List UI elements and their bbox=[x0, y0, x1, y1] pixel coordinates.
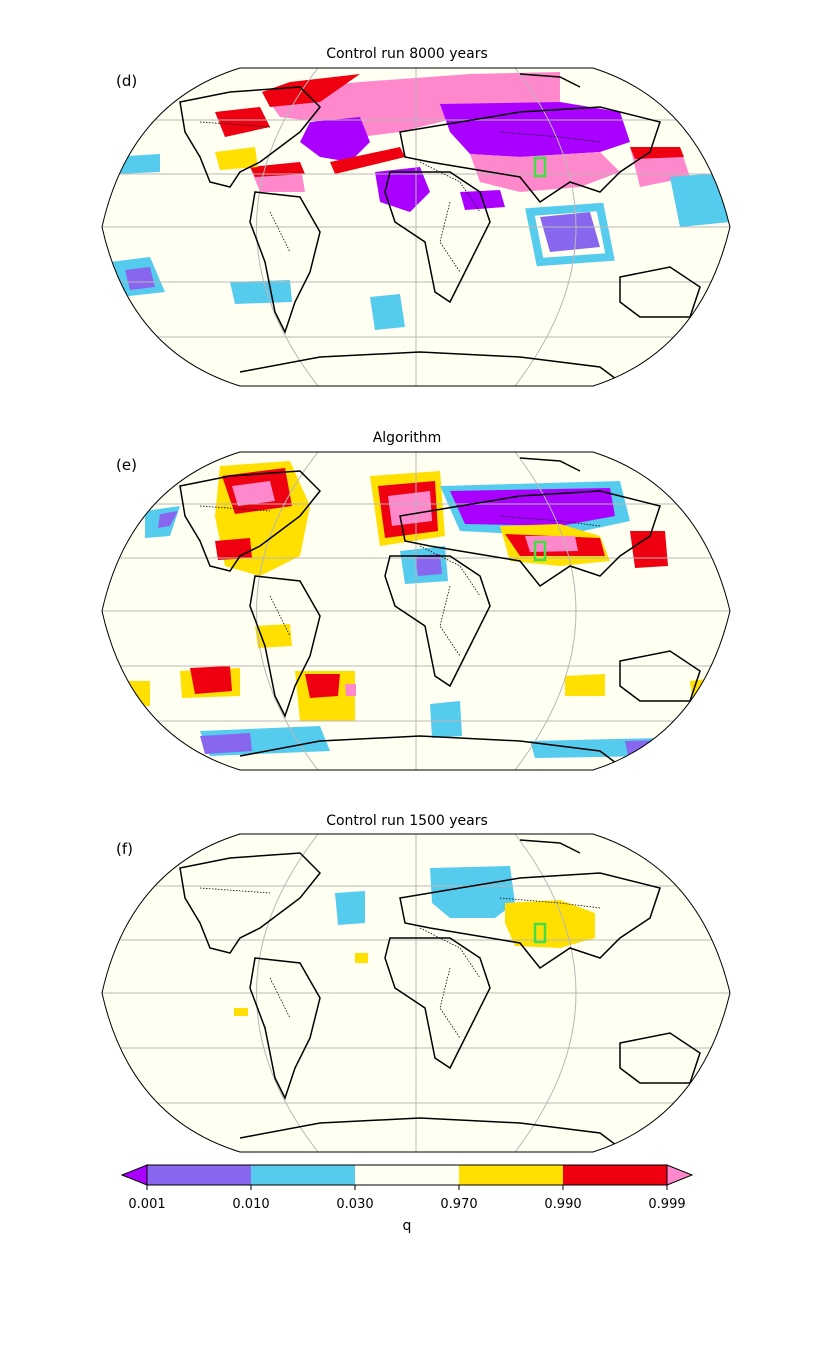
region-yellow bbox=[215, 147, 258, 170]
region-cyan bbox=[230, 280, 292, 304]
region-cyan bbox=[525, 202, 615, 267]
region-red bbox=[330, 147, 405, 174]
colorbar-tick-label: 0.010 bbox=[232, 1197, 270, 1212]
region-cyan bbox=[110, 154, 160, 174]
panel-d-label: (d) bbox=[116, 72, 138, 90]
map-panel-e bbox=[101, 451, 731, 771]
colorbar-bin-2 bbox=[251, 1165, 355, 1185]
region-purple bbox=[158, 511, 178, 528]
panel-e-title: Algorithm bbox=[372, 430, 442, 446]
region-yellow bbox=[505, 900, 595, 948]
colorbar-tick-label: 0.999 bbox=[648, 1197, 686, 1212]
colorbar-tick-label: 0.030 bbox=[336, 1197, 374, 1212]
region-purple bbox=[415, 554, 442, 576]
highlight-box bbox=[533, 922, 547, 944]
region-pink bbox=[345, 684, 356, 696]
region-red bbox=[630, 147, 684, 159]
colorbar-tick-label: 0.970 bbox=[440, 1197, 478, 1212]
colorbar-under-arrow bbox=[120, 1164, 148, 1186]
region-red bbox=[215, 538, 252, 560]
region-purple bbox=[440, 102, 630, 157]
map-panel-f bbox=[101, 833, 731, 1153]
region-cyan bbox=[430, 866, 515, 918]
panel-f-title: Control run 1500 years bbox=[326, 813, 488, 829]
colorbar-over-arrow bbox=[666, 1164, 694, 1186]
highlight-box bbox=[533, 156, 547, 178]
region-purple bbox=[540, 212, 600, 252]
region-purple bbox=[300, 117, 370, 162]
region-red bbox=[215, 107, 270, 137]
colorbar-bin-3 bbox=[355, 1165, 459, 1185]
highlight-box bbox=[533, 540, 547, 562]
colorbar-tick-label: 0.001 bbox=[128, 1197, 166, 1212]
region-purple bbox=[450, 488, 615, 526]
region-pink bbox=[388, 491, 432, 526]
region-pink bbox=[525, 536, 578, 552]
region-red bbox=[630, 531, 668, 568]
region-cyan bbox=[335, 891, 365, 925]
region-purple bbox=[200, 733, 252, 754]
colorbar-tick-label: 0.990 bbox=[544, 1197, 582, 1212]
colorbar-label: q bbox=[402, 1218, 412, 1234]
region-yellow bbox=[355, 953, 368, 963]
region-cyan bbox=[430, 701, 462, 738]
region-yellow bbox=[565, 674, 605, 696]
region-cyan bbox=[670, 172, 730, 227]
region-red bbox=[262, 74, 360, 107]
region-red bbox=[305, 674, 340, 698]
map-panel-d bbox=[101, 67, 731, 387]
colorbar-bin-1 bbox=[147, 1165, 251, 1185]
panel-f-label: (f) bbox=[116, 840, 133, 858]
region-yellow bbox=[234, 1008, 248, 1016]
region-cyan bbox=[370, 294, 405, 330]
colorbar-bin-5 bbox=[563, 1165, 667, 1185]
colorbar bbox=[120, 1164, 694, 1190]
region-purple bbox=[125, 267, 155, 290]
panel-e-label: (e) bbox=[116, 456, 137, 474]
panel-d-title: Control run 8000 years bbox=[326, 46, 488, 62]
region-red bbox=[190, 666, 232, 694]
colorbar-bin-4 bbox=[459, 1165, 563, 1185]
region-pink bbox=[232, 481, 275, 506]
